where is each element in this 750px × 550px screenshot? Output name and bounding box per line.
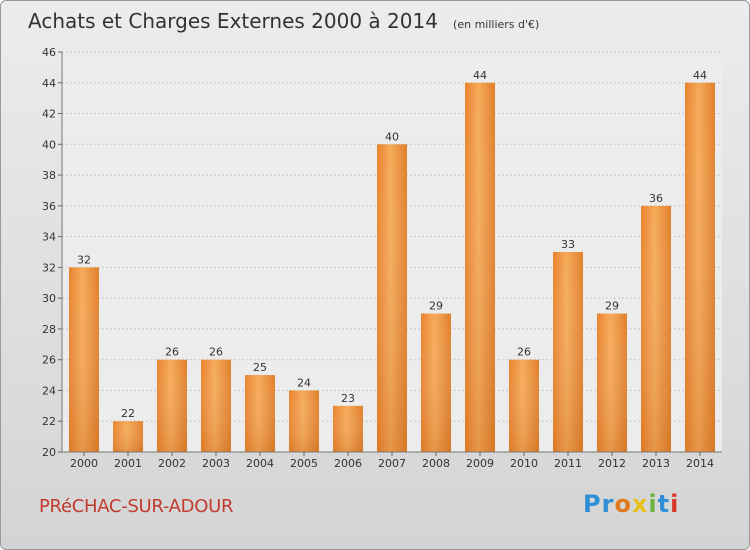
bar-shade-2012 (597, 313, 627, 452)
value-label-2002: 26 (165, 346, 179, 359)
x-tick-label-2012: 2012 (598, 457, 626, 470)
logo-part-1: Pr (583, 490, 615, 518)
chart-title-block: Achats et Charges Externes 2000 à 2014 (… (28, 9, 539, 33)
chart-unit: (en milliers d'€) (453, 18, 540, 31)
y-tick-label: 38 (42, 169, 56, 182)
bar-shade-2005 (289, 390, 319, 452)
chart-title: Achats et Charges Externes 2000 à 2014 (28, 9, 438, 33)
bar-shade-2002 (157, 359, 187, 452)
y-tick-label: 44 (42, 77, 56, 90)
bar-shade-2006 (333, 405, 363, 452)
bar-shade-2014 (685, 82, 715, 453)
y-tick-label: 40 (42, 138, 56, 151)
y-tick-label: 30 (42, 292, 56, 305)
y-tick-label: 46 (42, 46, 56, 59)
y-tick-label: 20 (42, 446, 56, 459)
value-label-2014: 44 (693, 69, 707, 82)
x-tick-label-2009: 2009 (466, 457, 494, 470)
x-tick-label-2007: 2007 (378, 457, 406, 470)
value-label-2001: 22 (121, 407, 135, 420)
logo-part-4: i (648, 490, 658, 518)
y-tick-label: 32 (42, 261, 56, 274)
y-tick-label: 28 (42, 323, 56, 336)
y-tick-label: 42 (42, 108, 56, 121)
x-tick-label-2002: 2002 (158, 457, 186, 470)
bar-shade-2009 (465, 82, 495, 453)
x-tick-label-2010: 2010 (510, 457, 538, 470)
x-tick-label-2001: 2001 (114, 457, 142, 470)
value-label-2006: 23 (341, 392, 355, 405)
x-tick-label-2000: 2000 (70, 457, 98, 470)
bar-shade-2004 (245, 375, 275, 452)
x-tick-label-2013: 2013 (642, 457, 670, 470)
commune-name: PRéCHAC-SUR-ADOUR (39, 496, 234, 517)
bar-shade-2008 (421, 313, 451, 452)
y-tick-label: 36 (42, 200, 56, 213)
x-tick-label-2011: 2011 (554, 457, 582, 470)
x-tick-label-2014: 2014 (686, 457, 714, 470)
value-label-2007: 40 (385, 130, 399, 143)
value-label-2000: 32 (77, 253, 91, 266)
y-tick-label: 26 (42, 354, 56, 367)
logo-part-2: o (614, 490, 632, 518)
x-tick-label-2006: 2006 (334, 457, 362, 470)
bar-shade-2000 (69, 267, 99, 452)
x-tick-label-2003: 2003 (202, 457, 230, 470)
bar-shade-2013 (641, 205, 671, 452)
bar-shade-2011 (553, 252, 583, 452)
value-label-2011: 33 (561, 238, 575, 251)
value-label-2005: 24 (297, 376, 311, 389)
y-tick-label: 34 (42, 231, 56, 244)
x-axis: 2000 2001 2002 2003 2004 2005 2006 2007 2008 2009… (62, 451, 722, 470)
bar-shade-2007 (377, 144, 407, 453)
y-tick-label: 22 (42, 415, 56, 428)
logo-part-5: t (657, 490, 671, 518)
value-label-2008: 29 (429, 300, 443, 313)
x-tick-label-2005: 2005 (290, 457, 318, 470)
bar-shade-2003 (201, 359, 231, 452)
bars: 32 22 26 26 25 24 23 40 29 44 26 33 29 36 44 (69, 69, 715, 453)
value-label-2012: 29 (605, 300, 619, 313)
y-axis: 20 22 24 26 28 30 32 34 36 38 40 42 44 46 (42, 46, 63, 459)
y-tick-label: 24 (42, 384, 56, 397)
logo-part-3: x (631, 490, 649, 518)
value-label-2003: 26 (209, 346, 223, 359)
value-label-2010: 26 (517, 346, 531, 359)
value-label-2004: 25 (253, 361, 267, 374)
bar-shade-2010 (509, 359, 539, 452)
proxiti-logo: Proxiti (583, 490, 679, 518)
bar-shade-2001 (113, 421, 143, 452)
logo-part-6: i (670, 490, 680, 518)
value-label-2013: 36 (649, 192, 663, 205)
value-label-2009: 44 (473, 69, 487, 82)
x-tick-label-2008: 2008 (422, 457, 450, 470)
x-tick-label-2004: 2004 (246, 457, 274, 470)
